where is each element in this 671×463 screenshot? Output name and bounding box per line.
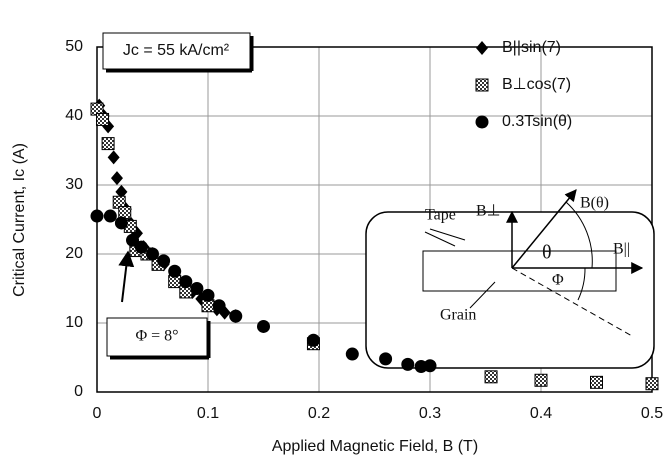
inset-label: B|| bbox=[613, 241, 630, 258]
point bbox=[257, 319, 270, 333]
point bbox=[229, 309, 243, 323]
point bbox=[107, 150, 120, 165]
point bbox=[96, 112, 110, 126]
x-tick-label: 0.4 bbox=[530, 405, 552, 422]
y-tick-label: 50 bbox=[65, 38, 83, 55]
inset-label: Tape bbox=[425, 207, 456, 224]
point bbox=[306, 333, 320, 347]
point bbox=[345, 347, 359, 361]
point bbox=[590, 375, 603, 389]
point bbox=[212, 299, 226, 313]
legend-marker bbox=[476, 41, 488, 55]
annotation: Jc = 55 kA/cm² bbox=[123, 42, 230, 59]
y-tick-label: 0 bbox=[74, 383, 83, 400]
point bbox=[157, 254, 171, 268]
point bbox=[101, 137, 115, 151]
x-tick-label: 0.2 bbox=[308, 405, 330, 422]
point bbox=[103, 209, 117, 223]
point bbox=[190, 282, 204, 295]
point bbox=[90, 209, 104, 223]
point bbox=[645, 377, 659, 391]
annotation-arrow bbox=[118, 250, 135, 303]
point bbox=[201, 288, 215, 302]
annotation: Φ = 8° bbox=[135, 328, 178, 345]
legend-marker bbox=[475, 115, 489, 129]
annotation-box bbox=[106, 317, 208, 357]
x-tick-label: 0 bbox=[93, 405, 102, 422]
y-tick-label: 30 bbox=[65, 176, 83, 193]
x-tick-label: 0.5 bbox=[641, 405, 663, 422]
point bbox=[179, 275, 193, 289]
x-axis-label: Applied Magnetic Field, B (T) bbox=[272, 438, 478, 455]
point bbox=[168, 264, 182, 278]
inset-label: Grain bbox=[440, 307, 476, 324]
inset-label: B(θ) bbox=[580, 195, 609, 212]
y-tick-label: 40 bbox=[65, 107, 83, 124]
y-tick-label: 10 bbox=[65, 314, 83, 331]
point bbox=[423, 359, 437, 373]
legend-label: B⊥cos(7) bbox=[502, 76, 571, 93]
point bbox=[534, 373, 548, 387]
legend-label: B||sin(7) bbox=[502, 39, 561, 56]
point bbox=[401, 357, 415, 371]
point bbox=[114, 216, 128, 230]
inset bbox=[365, 189, 655, 369]
x-tick-label: 0.1 bbox=[197, 405, 219, 422]
point bbox=[484, 370, 498, 384]
point bbox=[379, 352, 393, 366]
annotation-box bbox=[102, 32, 251, 70]
legend-label: 0.3Tsin(θ) bbox=[502, 113, 572, 130]
point bbox=[115, 184, 128, 199]
legend-marker bbox=[475, 78, 489, 92]
y-axis-label: Critical Current, Ic (A) bbox=[11, 143, 28, 297]
point bbox=[134, 240, 148, 254]
y-tick-label: 20 bbox=[65, 245, 83, 262]
inset-label: θ bbox=[542, 242, 552, 264]
x-tick-label: 0.3 bbox=[419, 405, 441, 422]
inset-label: Φ bbox=[552, 272, 564, 289]
inset-label: B⊥ bbox=[476, 203, 501, 220]
point bbox=[126, 233, 140, 247]
point bbox=[146, 247, 159, 261]
point bbox=[110, 171, 123, 186]
